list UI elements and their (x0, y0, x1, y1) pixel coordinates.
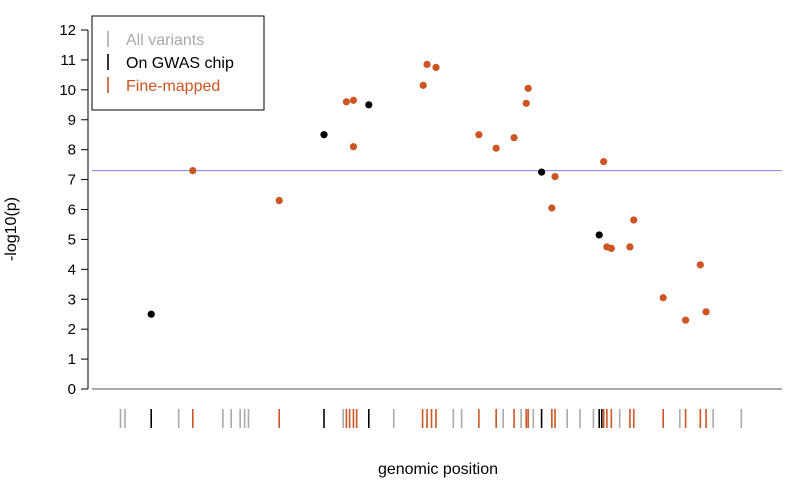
fine-mapped-point (342, 98, 350, 106)
y-tick-label: 7 (68, 172, 76, 189)
fine-mapped-point (189, 167, 197, 175)
fine-mapped-point (522, 99, 530, 107)
y-tick-label: 3 (68, 291, 76, 308)
y-tick-label: 12 (59, 22, 76, 39)
y-tick-label: 4 (68, 261, 76, 278)
fine-mapped-point (432, 63, 440, 71)
legend-label: On GWAS chip (126, 55, 234, 72)
fine-mapped-point (349, 143, 358, 151)
fine-mapped-point (492, 144, 500, 152)
fine-mapped-point (419, 81, 427, 89)
fine-mapped-point (475, 131, 483, 139)
legend: All variants On GWAS chip Fine-mapped (91, 15, 265, 111)
fine-mapped-point (702, 308, 710, 316)
y-tick-label: 11 (60, 52, 76, 69)
y-tick-label: 6 (68, 202, 76, 219)
legend-box (91, 15, 265, 111)
fine-mapped-point (275, 196, 283, 205)
points-layer (147, 60, 710, 324)
fine-mapped-point (349, 96, 358, 104)
fine-mapped-point (682, 316, 690, 324)
y-tick-label: 1 (68, 351, 76, 368)
y-tick-label: 9 (68, 112, 76, 129)
gwas-chip-point (538, 168, 546, 176)
fine-mapped-point (510, 134, 518, 142)
fine-mapped-point (551, 172, 559, 181)
fine-mapped-point (630, 216, 638, 224)
fine-mapped-point (600, 158, 608, 166)
rug-layer (119, 409, 743, 428)
fine-mapped-point (626, 243, 634, 251)
gwas-chip-point (320, 131, 328, 139)
gwas-chip-point (365, 101, 373, 109)
fine-mapped-point (607, 244, 615, 252)
fine-mapped-point (524, 84, 532, 92)
y-axis-title: -log10(p) (3, 197, 20, 261)
gwas-chip-point (595, 231, 603, 239)
gwas-chip-point (147, 310, 155, 318)
fine-mapped-point (696, 261, 704, 269)
y-tick-label: 10 (59, 82, 76, 99)
y-tick-label: 0 (68, 381, 76, 398)
fine-mapped-point (659, 294, 667, 302)
y-tick-label: 2 (68, 321, 76, 338)
y-tick-label: 5 (68, 231, 76, 248)
legend-label: Fine-mapped (126, 78, 220, 95)
y-tick-label: 8 (68, 142, 76, 159)
x-axis-title: genomic position (378, 461, 498, 478)
fine-mapped-point (548, 204, 556, 212)
legend-label: All variants (126, 32, 204, 49)
fine-mapped-point (423, 60, 431, 69)
